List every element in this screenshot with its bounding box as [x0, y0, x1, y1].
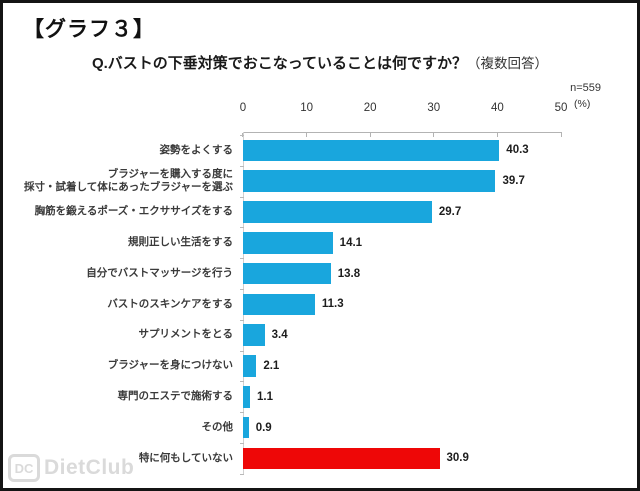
x-axis-scale: (%) 0 10 20 30 40 50 [239, 98, 591, 118]
bar-row: バストのスキンケアをする 11.3 [3, 289, 637, 320]
bar-row: 姿勢をよくする 40.3 [3, 135, 637, 166]
y-axis-tickmark [240, 258, 244, 259]
y-axis-tickmark [240, 474, 244, 475]
bar-row: 自分でバストマッサージを行う 13.8 [3, 258, 637, 289]
corner-title: 【グラフ３】 [23, 16, 155, 41]
sample-size-label: n=559 [570, 82, 601, 94]
bar-value-label: 39.7 [502, 175, 525, 188]
bar-value-label: 13.8 [337, 267, 361, 280]
x-axis-tick-label: 20 [363, 102, 377, 114]
bar-row: 特に何もしていない 30.9 [3, 443, 637, 474]
bar [243, 170, 496, 192]
percent-unit-label: (%) [574, 98, 591, 110]
category-label: 胸筋を鍛えるポーズ・エクササイズをする [34, 205, 233, 218]
x-axis-tick-label: 40 [490, 102, 504, 114]
bar-track: 3.4 [243, 324, 561, 346]
y-axis-tickmark [240, 289, 244, 290]
y-axis-tickmark [240, 412, 244, 413]
bar [243, 201, 432, 223]
category-label: ブラジャーを身につけない [107, 359, 233, 372]
x-axis-tickmark [497, 133, 499, 137]
category-label: 専門のエステで施術する [117, 389, 234, 402]
bar-track: 30.9 [243, 447, 561, 470]
x-axis-tickmark [369, 133, 371, 137]
bar [243, 386, 250, 408]
x-axis-tick-label: 0 [239, 102, 247, 114]
bar-row: その他 0.9 [3, 412, 637, 443]
category-label: 規則正しい生活をする [128, 235, 233, 248]
category-label: 自分でバストマッサージを行う [86, 266, 233, 279]
bar [243, 416, 249, 439]
bar-value-label: 0.9 [255, 421, 272, 434]
x-axis-tick-label: 10 [300, 102, 313, 114]
bar-track: 29.7 [243, 201, 561, 223]
bar-row: 専門のエステで施術する 1.1 [3, 381, 637, 412]
bar-value-label: 14.1 [339, 236, 363, 249]
bar-value-label: 40.3 [506, 144, 529, 157]
bar-value-label: 11.3 [321, 298, 344, 311]
y-axis-tickmark [240, 443, 244, 444]
category-label: サプリメントをとる [138, 328, 234, 341]
y-axis-tickmark [240, 197, 244, 198]
bar-track: 2.1 [243, 355, 561, 377]
bar [243, 139, 500, 162]
bar [243, 324, 265, 346]
bar [243, 232, 333, 254]
y-axis-tickmark [240, 166, 244, 167]
bar-track: 1.1 [243, 386, 561, 408]
x-axis-tickmark [305, 133, 307, 137]
watermark-text: DietClub [44, 456, 135, 479]
category-label: その他 [201, 420, 234, 433]
chart-question-main: Q.バストの下垂対策でおこなっていることは何ですか？ [91, 55, 468, 72]
y-axis-tickmark [240, 135, 244, 136]
bar-highlight [243, 447, 440, 470]
bar-row: ブラジャーを身につけない 2.1 [3, 351, 637, 382]
bar [243, 262, 331, 285]
bar-row: ブラジャーを購入する度に 採寸・試着して体にあったブラジャーを選ぶ 39.7 [3, 166, 637, 197]
watermark-logo-icon: DC [8, 454, 40, 482]
category-label: 特に何もしていない [138, 451, 233, 464]
x-axis-tickmark [561, 133, 562, 137]
bar [243, 293, 315, 316]
bar-track: 40.3 [243, 139, 561, 162]
y-axis-tickmark [240, 227, 244, 228]
y-axis-tickmark [240, 320, 244, 321]
category-label: ブラジャーを購入する度に 採寸・試着して体にあったブラジャーを選ぶ [24, 167, 233, 194]
chart-question: Q.バストの下垂対策でおこなっていることは何ですか？（複数回答） [3, 52, 637, 73]
bar [243, 355, 257, 377]
watermark: DC DietClub [8, 454, 134, 482]
x-axis-line [242, 132, 562, 137]
bar-value-label: 29.7 [438, 205, 462, 218]
bar-row: 規則正しい生活をする 14.1 [3, 227, 637, 258]
category-label: バストのスキンケアをする [107, 297, 233, 310]
bar-value-label: 2.1 [263, 359, 280, 372]
bar-value-label: 1.1 [256, 390, 273, 403]
bar-value-label: 3.4 [271, 329, 288, 342]
bar-track: 39.7 [243, 170, 561, 192]
x-axis-tickmark [433, 133, 435, 137]
bar-track: 0.9 [243, 416, 561, 439]
bar-value-label: 30.9 [446, 452, 469, 465]
y-axis-tickmark [240, 381, 244, 382]
category-label: 姿勢をよくする [159, 143, 234, 156]
bar-track: 11.3 [243, 293, 561, 316]
bar-track: 13.8 [243, 262, 561, 285]
bar-row: サプリメントをとる 3.4 [3, 320, 637, 351]
bar-track: 14.1 [243, 232, 561, 254]
bar-row: 胸筋を鍛えるポーズ・エクササイズをする 29.7 [3, 197, 637, 228]
y-axis-tickmark [240, 351, 244, 352]
x-axis-tick-label: 50 [554, 102, 568, 114]
bar-rows: 姿勢をよくする 40.3 ブラジャーを購入する度に 採寸・試着して体にあったブラジャ… [3, 135, 637, 474]
x-axis-tick-label: 30 [427, 102, 441, 114]
chart-question-note: （複数回答） [467, 56, 549, 71]
